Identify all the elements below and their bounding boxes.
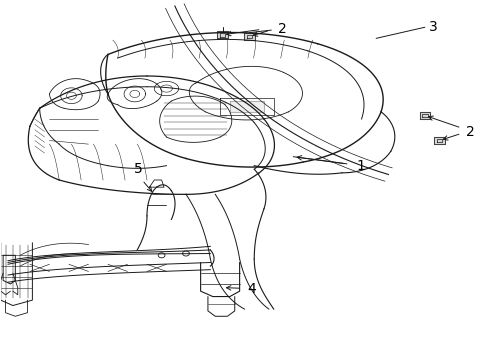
Text: 4: 4 (246, 282, 255, 296)
Text: 5: 5 (134, 162, 143, 176)
Polygon shape (419, 112, 429, 119)
Polygon shape (217, 31, 227, 39)
Text: 2: 2 (466, 125, 474, 139)
Polygon shape (229, 101, 264, 112)
Text: 2: 2 (277, 22, 286, 36)
Text: 1: 1 (356, 159, 365, 174)
Polygon shape (244, 33, 254, 40)
Text: 3: 3 (428, 19, 437, 33)
Polygon shape (433, 137, 444, 144)
